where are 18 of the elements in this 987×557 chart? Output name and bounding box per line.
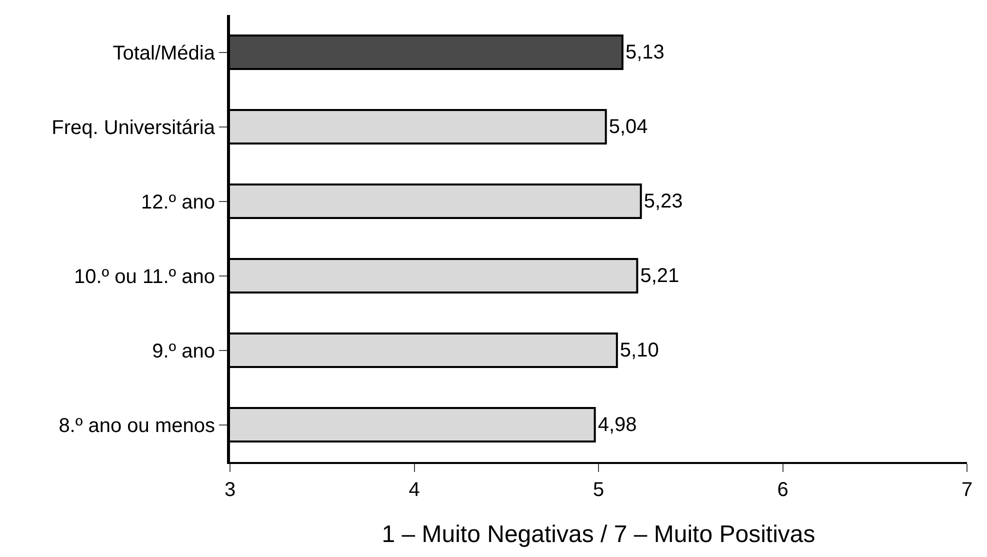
- x-tick-label: 7: [961, 479, 973, 501]
- y-tick-label: 9.º ano: [152, 340, 215, 362]
- y-tick-label: 12.º ano: [140, 191, 215, 214]
- data-label: 5,23: [644, 190, 683, 212]
- y-tick-label: 8.º ano ou menos: [58, 414, 215, 437]
- data-label: 5,21: [640, 264, 680, 287]
- data-label: 5,13: [625, 41, 664, 64]
- y-tick-label: Freq. Universitária: [52, 116, 216, 139]
- data-label: 5,04: [608, 116, 648, 138]
- data-label: 5,10: [620, 339, 659, 362]
- data-label: 4,98: [598, 414, 637, 436]
- x-tick-label: 4: [408, 479, 420, 501]
- x-tick-label: 6: [777, 479, 788, 501]
- x-tick-label: 5: [592, 479, 604, 501]
- y-tick-label: 10.º ou 11.º ano: [74, 266, 215, 288]
- x-tick-label: 3: [224, 479, 236, 501]
- x-axis-title: 1 – Muito Negativas / 7 – Muito Positivas: [382, 520, 816, 548]
- y-tick-label: Total/Média: [112, 42, 216, 64]
